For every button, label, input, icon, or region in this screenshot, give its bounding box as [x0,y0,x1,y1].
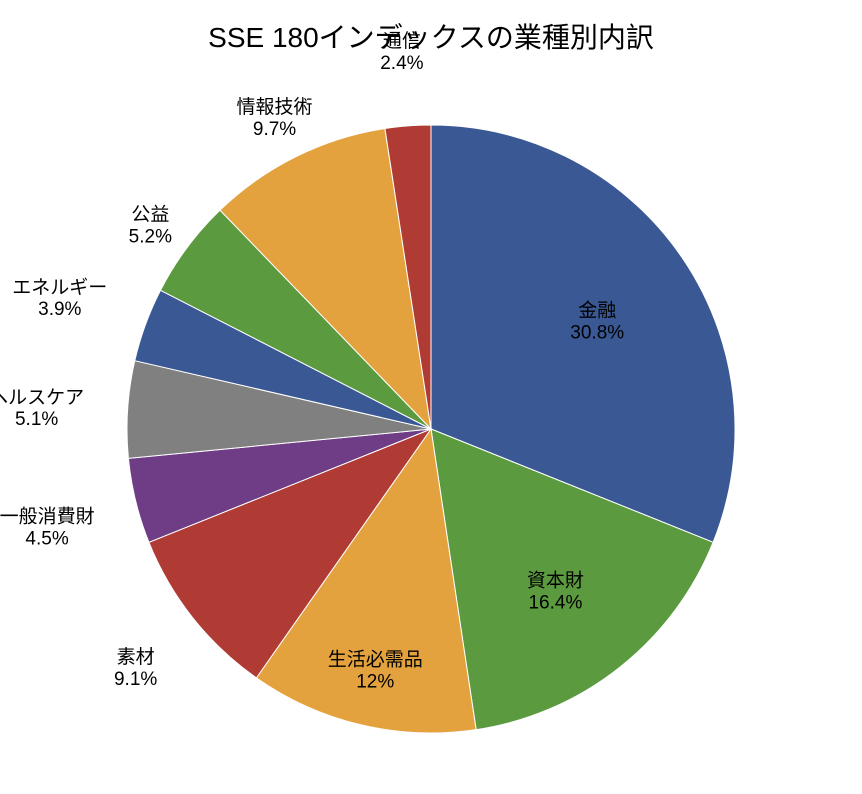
slice-pct: 4.5% [25,529,68,550]
slice-name: 生活必需品 [328,649,423,671]
slice-name: 通信 [383,30,421,52]
slice-name: 資本財 [527,569,584,591]
slice-pct: 12% [356,672,394,693]
slice-label: 資本財16.4% [527,569,584,613]
slice-label: 情報技術9.7% [237,96,313,140]
slice-name: 金融 [578,300,616,322]
slice-pct: 5.1% [15,409,58,430]
slice-pct: 16.4% [528,592,582,613]
slice-name: 素材 [117,646,155,668]
slice-pct: 9.1% [114,669,157,690]
slice-pct: 5.2% [129,226,172,247]
slice-name: ヘルスケア [0,387,84,408]
slice-pct: 2.4% [380,53,423,74]
slice-label: 公益5.2% [129,204,172,248]
slice-name: 情報技術 [237,96,313,118]
slice-label: 一般消費財4.5% [0,506,95,550]
slice-label: エネルギー3.9% [12,276,107,320]
slice-pct: 9.7% [253,119,296,140]
slice-name: 公益 [131,204,169,226]
slice-name: 一般消費財 [0,506,95,528]
slice-label: 金融30.8% [570,300,624,344]
slice-label: 通信2.4% [380,30,423,74]
slice-name: エネルギー [12,276,107,298]
slice-pct: 30.8% [570,322,624,343]
pie-chart-container: SSE 180インデックスの業種別内訳 金融30.8%資本財16.4%生活必需品… [0,0,862,794]
pie-chart-svg: 金融30.8% 資本財16.4% 生活必需品12% 素材9.1% 一般消費財4.5% ヘル… [0,0,862,794]
slice-label: ヘルスケア5.1% [0,387,84,430]
slice-pct: 3.9% [38,299,81,320]
pie-slices [127,125,735,733]
slice-label: 素材9.1% [114,646,157,690]
